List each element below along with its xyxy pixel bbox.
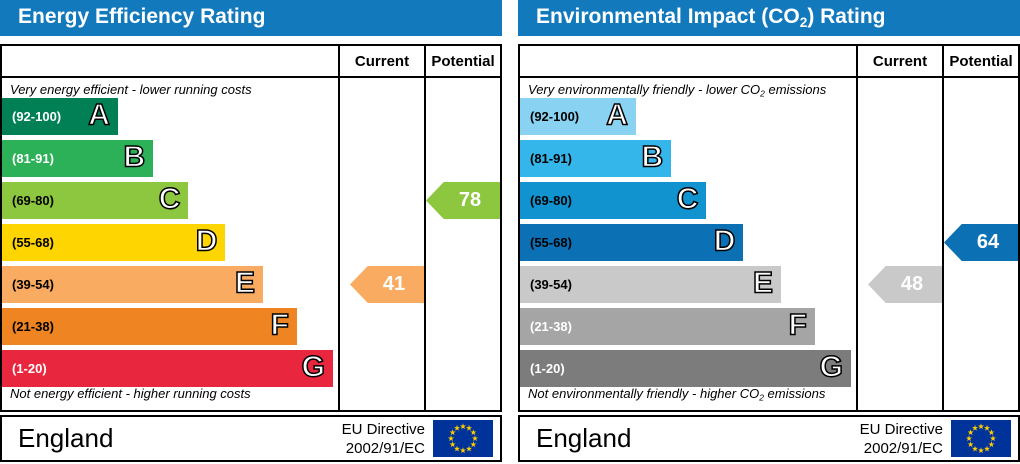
band-b: (81-91) B (2, 139, 154, 177)
band-c: (69-80) C (520, 181, 707, 219)
band-a: (92-100) A (2, 97, 118, 135)
band-a: (92-100) A (520, 97, 636, 135)
band-d: (55-68) D (520, 223, 744, 261)
current-column-header: Current (354, 52, 410, 70)
energy-efficiency-header: Energy Efficiency Rating (0, 0, 502, 36)
band-d-range: (55-68) (530, 235, 572, 250)
environmental-impact-table: Current Potential Very environmentally f… (518, 44, 1020, 412)
top-caption: Very energy efficient - lower running co… (10, 82, 252, 97)
band-f: (21-38) F (2, 307, 297, 345)
band-b-range: (81-91) (12, 151, 54, 166)
column-divider (424, 46, 426, 410)
top-caption: Very environmentally friendly - lower CO… (528, 82, 827, 99)
band-a-range: (92-100) (12, 109, 62, 124)
band-f-range: (21-38) (12, 319, 54, 334)
column-divider (856, 46, 858, 410)
band-c-letter: C (676, 181, 699, 216)
band-c: (69-80) C (2, 181, 189, 219)
panel-footer: England EU Directive 2002/91/EC (0, 415, 502, 462)
band-e-range: (39-54) (530, 277, 572, 292)
band-f: (21-38) F (520, 307, 815, 345)
rating-bands: (92-100) A (81-91) B (69-80) C (2, 97, 338, 392)
current-rating-value: 41 (382, 273, 406, 295)
band-g: (1-20) G (520, 349, 851, 387)
band-a-letter: A (605, 97, 628, 132)
eu-flag-icon (951, 420, 1011, 457)
eu-directive-label: EU Directive 2002/91/EC (859, 420, 943, 457)
band-row-e: (39-54) E (2, 265, 338, 308)
band-c-range: (69-80) (530, 193, 572, 208)
potential-rating-arrow: 64 (944, 224, 1018, 261)
energy-efficiency-title: Energy Efficiency Rating (18, 5, 266, 29)
band-row-b: (81-91) B (2, 139, 338, 182)
band-b-letter: B (641, 139, 664, 174)
band-row-a: (92-100) A (520, 97, 856, 140)
environmental-impact-panel: Environmental Impact (CO2) Rating Curren… (518, 0, 1020, 462)
band-f-letter: F (270, 307, 290, 342)
potential-rating-value: 64 (976, 231, 1000, 253)
eu-flag-icon (433, 420, 493, 457)
energy-efficiency-panel: Energy Efficiency Rating Current Potenti… (0, 0, 502, 462)
column-divider (942, 46, 944, 410)
potential-column-header: Potential (431, 52, 495, 70)
band-f-letter: F (788, 307, 808, 342)
band-d: (55-68) D (2, 223, 226, 261)
band-b-range: (81-91) (530, 151, 572, 166)
rating-bands: (92-100) A (81-91) B (69-80) C (520, 97, 856, 392)
band-a-letter: A (87, 97, 110, 132)
band-g-letter: G (819, 349, 844, 384)
environmental-impact-header: Environmental Impact (CO2) Rating (518, 0, 1020, 36)
header-row-divider (2, 76, 500, 78)
current-rating-value: 48 (900, 273, 924, 295)
band-c-letter: C (158, 181, 181, 216)
band-e-letter: E (752, 265, 774, 300)
band-g-letter: G (301, 349, 326, 384)
band-e: (39-54) E (2, 265, 264, 303)
band-g: (1-20) G (2, 349, 333, 387)
band-a-range: (92-100) (530, 109, 580, 124)
band-row-c: (69-80) C (2, 181, 338, 224)
band-e-letter: E (234, 265, 256, 300)
energy-efficiency-table: Current Potential Very energy efficient … (0, 44, 502, 412)
band-b: (81-91) B (520, 139, 672, 177)
band-e-range: (39-54) (12, 277, 54, 292)
current-rating-arrow: 41 (350, 266, 424, 303)
band-g-range: (1-20) (530, 361, 565, 376)
band-row-d: (55-68) D (520, 223, 856, 266)
band-b-letter: B (123, 139, 146, 174)
band-e: (39-54) E (520, 265, 782, 303)
band-row-g: (1-20) G (520, 349, 856, 392)
band-row-g: (1-20) G (2, 349, 338, 392)
band-row-a: (92-100) A (2, 97, 338, 140)
potential-rating-value: 78 (458, 189, 482, 211)
region-label: England (536, 423, 632, 453)
bottom-caption: Not energy efficient - higher running co… (10, 386, 251, 402)
band-row-e: (39-54) E (520, 265, 856, 308)
band-row-f: (21-38) F (2, 307, 338, 350)
band-row-f: (21-38) F (520, 307, 856, 350)
potential-rating-arrow: 78 (426, 182, 500, 219)
band-row-d: (55-68) D (2, 223, 338, 266)
band-row-c: (69-80) C (520, 181, 856, 224)
potential-column-header: Potential (949, 52, 1013, 70)
current-column-header: Current (872, 52, 928, 70)
environmental-impact-title: Environmental Impact (CO2) Rating (536, 5, 886, 31)
band-d-letter: D (713, 223, 736, 258)
band-d-letter: D (195, 223, 218, 258)
panel-footer: England EU Directive 2002/91/EC (518, 415, 1020, 462)
band-f-range: (21-38) (530, 319, 572, 334)
band-c-range: (69-80) (12, 193, 54, 208)
header-row-divider (520, 76, 1018, 78)
bottom-caption: Not environmentally friendly - higher CO… (528, 386, 826, 403)
band-row-b: (81-91) B (520, 139, 856, 182)
band-d-range: (55-68) (12, 235, 54, 250)
band-g-range: (1-20) (12, 361, 47, 376)
current-rating-arrow: 48 (868, 266, 942, 303)
region-label: England (18, 423, 114, 453)
eu-directive-label: EU Directive 2002/91/EC (341, 420, 425, 457)
column-divider (338, 46, 340, 410)
